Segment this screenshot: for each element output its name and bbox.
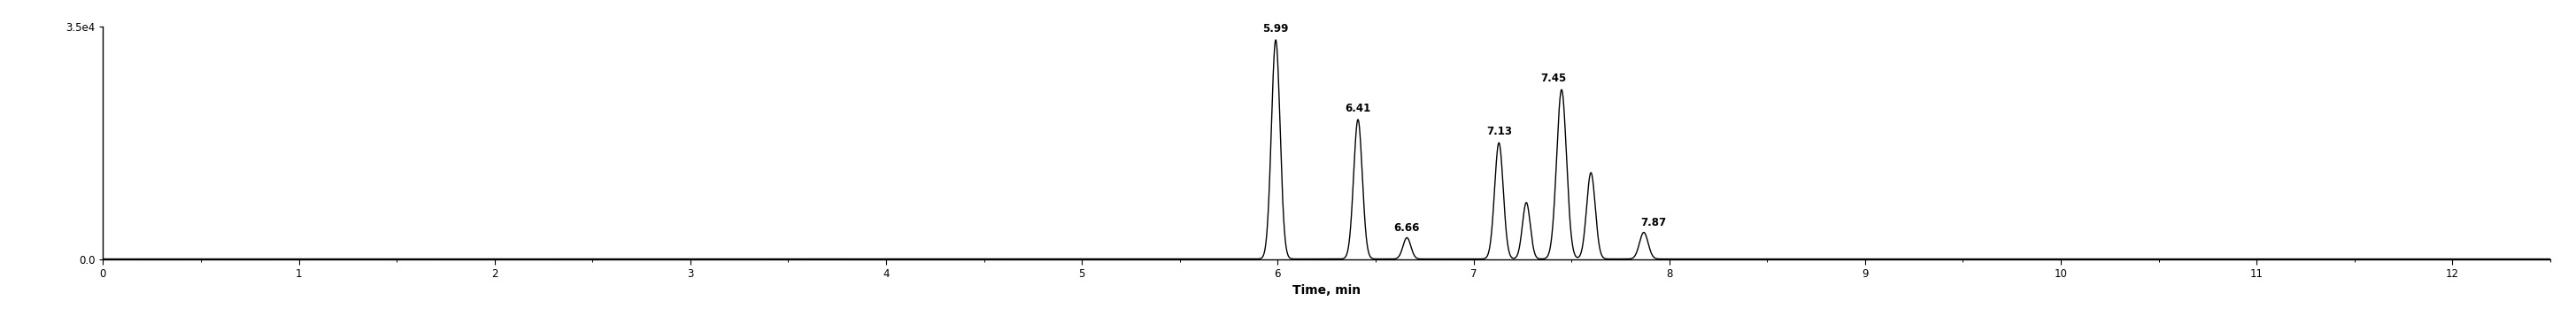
Text: 7.13: 7.13 — [1486, 126, 1512, 137]
Text: 6.41: 6.41 — [1345, 103, 1370, 114]
Text: 7.87: 7.87 — [1641, 217, 1667, 228]
Text: 7.45: 7.45 — [1540, 73, 1566, 84]
X-axis label: Time, min: Time, min — [1293, 285, 1360, 297]
Text: 6.66: 6.66 — [1394, 222, 1419, 234]
Text: 5.99: 5.99 — [1262, 23, 1288, 35]
